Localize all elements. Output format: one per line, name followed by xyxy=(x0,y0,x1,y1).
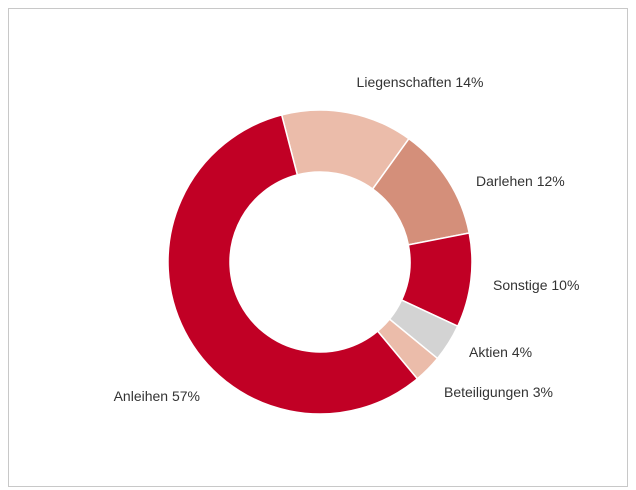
slice-label: Liegenschaften 14% xyxy=(357,74,484,90)
slice-label: Aktien 4% xyxy=(469,344,532,360)
slice-name: Anleihen xyxy=(114,388,169,404)
slice-name: Aktien xyxy=(469,344,508,360)
slice-value: 3% xyxy=(533,384,553,400)
slice-label: Darlehen 12% xyxy=(476,173,565,189)
frame xyxy=(8,8,628,487)
slice-name: Beteiligungen xyxy=(444,384,529,400)
slice-value: 12% xyxy=(537,173,565,189)
slice-value: 14% xyxy=(455,74,483,90)
slice-label: Beteiligungen 3% xyxy=(444,384,553,400)
slice-name: Liegenschaften xyxy=(357,74,452,90)
slice-value: 10% xyxy=(551,277,579,293)
slice-label: Sonstige 10% xyxy=(493,277,579,293)
slice xyxy=(167,113,419,415)
slice-name: Sonstige xyxy=(493,277,548,293)
slice-name: Darlehen xyxy=(476,173,533,189)
slice-value: 57% xyxy=(172,388,200,404)
slice-label: Anleihen 57% xyxy=(114,388,200,404)
slice-value: 4% xyxy=(512,344,532,360)
